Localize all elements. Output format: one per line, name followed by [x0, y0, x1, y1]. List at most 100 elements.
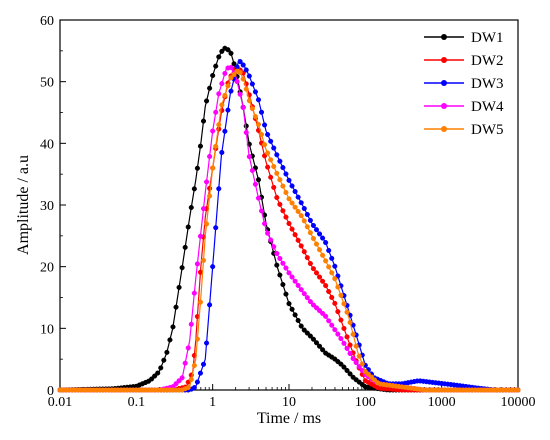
data-point: [338, 292, 344, 298]
data-point: [359, 361, 365, 367]
legend-marker: [441, 126, 447, 132]
data-point: [222, 92, 228, 98]
data-point: [268, 157, 274, 163]
data-point: [191, 362, 197, 369]
data-point: [277, 177, 283, 183]
data-point: [292, 204, 298, 210]
data-point: [197, 370, 203, 376]
x-tick-label: 1000: [428, 395, 456, 410]
data-point: [185, 345, 191, 351]
data-point: [329, 294, 335, 300]
data-point: [268, 237, 274, 243]
series-line: [59, 46, 518, 391]
data-point: [329, 255, 335, 261]
data-point: [228, 50, 234, 56]
legend-item-dw3: DW3: [424, 76, 504, 92]
data-point: [200, 118, 207, 124]
data-point: [200, 361, 207, 367]
data-point: [277, 255, 283, 262]
series-layer: [57, 45, 521, 393]
data-point: [289, 183, 295, 189]
data-point: [237, 69, 243, 75]
data-point: [252, 113, 258, 120]
data-point: [332, 327, 338, 333]
data-point: [249, 106, 255, 112]
data-point: [188, 377, 194, 383]
data-point: [277, 158, 283, 164]
data-point: [234, 64, 240, 70]
data-point: [277, 201, 283, 207]
data-point: [246, 98, 252, 104]
data-point: [225, 107, 231, 113]
data-point: [286, 177, 292, 183]
data-point: [231, 61, 237, 67]
data-point: [182, 360, 188, 366]
data-point: [332, 276, 338, 282]
data-point: [335, 284, 341, 290]
series-dw4: [57, 64, 521, 393]
data-point: [280, 208, 286, 214]
data-point: [255, 195, 262, 201]
data-point: [258, 208, 265, 214]
data-point: [280, 282, 286, 288]
data-point: [326, 318, 332, 324]
data-point: [341, 325, 347, 332]
data-point: [323, 258, 329, 264]
data-point: [347, 342, 353, 348]
data-point: [185, 384, 191, 391]
data-point: [515, 387, 521, 393]
data-point: [216, 54, 222, 60]
data-point: [213, 109, 219, 115]
data-point: [271, 164, 277, 170]
data-point: [191, 290, 197, 296]
data-point: [320, 310, 326, 316]
data-point: [298, 213, 304, 219]
data-point: [286, 220, 292, 227]
data-point: [338, 336, 344, 342]
y-tick-label: 60: [40, 14, 54, 29]
data-point: [216, 91, 222, 97]
series-dw5: [57, 68, 521, 393]
data-point: [313, 270, 320, 276]
data-point: [350, 331, 356, 337]
series-dw1: [57, 45, 521, 393]
data-point: [341, 364, 347, 370]
data-point: [301, 249, 307, 255]
data-point: [228, 75, 234, 81]
data-point: [316, 247, 323, 253]
data-point: [255, 177, 262, 183]
data-point: [344, 367, 350, 374]
data-point: [204, 98, 210, 104]
data-point: [243, 86, 249, 92]
data-point: [304, 211, 310, 218]
legend-marker: [441, 80, 447, 86]
x-tick-label: 100: [355, 395, 376, 410]
data-point: [332, 263, 338, 269]
data-point: [216, 186, 222, 192]
data-point: [194, 165, 200, 171]
data-point: [188, 204, 194, 211]
y-axis: 0 10 20 30 40 50 60: [40, 14, 66, 399]
data-point: [271, 244, 277, 250]
data-point: [210, 264, 216, 270]
data-point: [262, 221, 268, 227]
data-point: [237, 59, 243, 65]
data-point: [283, 214, 289, 220]
data-point: [179, 375, 185, 381]
legend-marker: [441, 34, 447, 40]
data-point: [310, 235, 316, 242]
legend-item-dw5: DW5: [424, 122, 504, 138]
data-point: [295, 317, 301, 324]
data-point: [274, 152, 280, 158]
data-point: [252, 89, 258, 95]
data-point: [191, 385, 197, 391]
x-axis-title: Time / ms: [257, 410, 321, 427]
legend-label: DW2: [471, 53, 504, 69]
x-tick-label: 0.01: [48, 395, 73, 410]
data-point: [210, 165, 216, 171]
data-point: [173, 304, 179, 310]
data-point: [353, 343, 359, 349]
data-point: [222, 128, 228, 134]
data-point: [207, 153, 213, 159]
